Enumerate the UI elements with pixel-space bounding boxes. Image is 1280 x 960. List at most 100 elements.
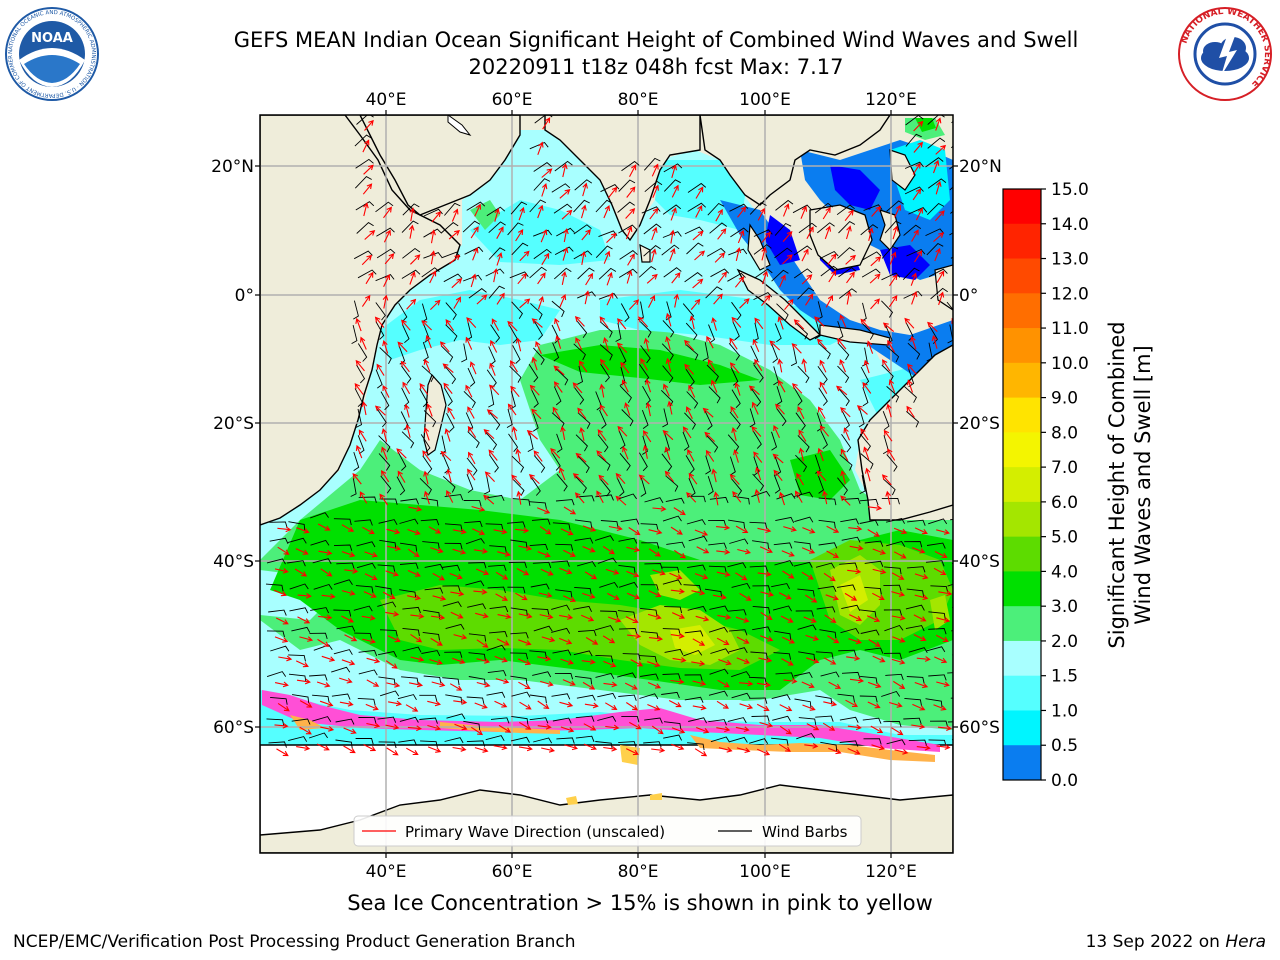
wind-barb [533, 229, 553, 237]
wind-barb [709, 496, 729, 504]
wave-arrow [822, 490, 828, 505]
wind-barb [530, 583, 550, 590]
wind-barb [928, 674, 947, 681]
wind-barb [551, 604, 571, 611]
wave-arrow [453, 296, 461, 309]
wind-barb [509, 271, 529, 279]
wind-barb [795, 454, 808, 473]
wind-barb [486, 644, 506, 651]
wind-barb [288, 654, 306, 662]
wave-arrow [957, 229, 962, 242]
wave-arrow [713, 293, 723, 305]
lon-tick-bottom: 40°E [366, 862, 407, 882]
wind-barb [466, 201, 486, 211]
wave-arrow [427, 724, 442, 731]
wave-arrow [450, 590, 465, 597]
wave-arrow [688, 384, 696, 398]
wave-arrow [826, 525, 840, 533]
colorbar-swatch [1003, 501, 1041, 538]
wind-barb [820, 265, 839, 277]
wave-arrow [733, 449, 739, 463]
wind-barb [443, 387, 453, 407]
wave-arrow [473, 589, 488, 595]
wave-arrow [382, 340, 389, 354]
wave-arrow [845, 254, 856, 265]
wind-barb [663, 734, 683, 741]
wave-arrow [274, 568, 289, 574]
colorbar-swatch [1003, 362, 1041, 399]
wind-barb [731, 389, 741, 409]
wave-arrow [914, 573, 929, 580]
wave-arrow [602, 635, 616, 644]
wind-barb [440, 222, 459, 234]
wave-arrow [883, 429, 893, 442]
wind-barb [859, 498, 879, 506]
wave-arrow [483, 494, 495, 505]
wave-arrow [474, 203, 482, 217]
wave-arrow [580, 250, 587, 265]
wave-arrow [383, 206, 392, 219]
wave-arrow [472, 247, 479, 261]
wave-arrow [341, 551, 356, 558]
wave-arrow [755, 466, 762, 481]
wind-barb [512, 478, 525, 496]
wind-barb [446, 412, 455, 432]
wind-barb [752, 540, 770, 550]
wave-arrow [936, 617, 951, 623]
wave-arrow [553, 365, 565, 376]
wind-barb [793, 268, 813, 279]
wind-barb [466, 457, 478, 476]
wind-barb [616, 477, 625, 497]
wave-arrow [685, 406, 693, 420]
wind-barb [597, 715, 617, 722]
wave-arrow [856, 405, 868, 415]
wind-barb [531, 477, 541, 496]
wind-barb [444, 523, 463, 531]
wave-arrow [550, 447, 561, 459]
wave-arrow [561, 271, 567, 286]
wind-barb [818, 342, 831, 360]
wave-arrow [439, 341, 450, 353]
wind-barb [423, 675, 442, 684]
wind-barb [531, 518, 551, 525]
wave-arrow [869, 273, 881, 284]
wave-arrow [318, 614, 333, 621]
wind-barb [754, 268, 773, 279]
wave-arrow [430, 250, 436, 265]
wave-arrow [737, 548, 752, 555]
wave-arrow [891, 727, 904, 736]
wind-barb [379, 690, 400, 697]
wind-barb [928, 628, 947, 635]
wind-barb [661, 691, 680, 699]
wind-barb [906, 676, 925, 684]
wave-arrow [383, 273, 391, 287]
wind-barb [377, 716, 397, 723]
lon-tick-bottom: 100°E [739, 862, 791, 882]
wind-barb [488, 346, 496, 366]
wind-barb [553, 203, 573, 214]
wave-arrow [494, 208, 500, 222]
wind-barb [774, 560, 794, 567]
wind-barb [798, 222, 817, 234]
wave-arrow [277, 526, 292, 533]
wave-arrow [296, 745, 311, 751]
wave-arrow [577, 407, 587, 420]
wave-arrow [584, 571, 598, 580]
wave-arrow [467, 425, 477, 438]
wind-barb [402, 627, 420, 636]
wind-barb [594, 625, 614, 632]
wind-barb [551, 627, 571, 634]
wave-arrow [537, 723, 552, 730]
wave-arrow [430, 299, 441, 310]
wind-barb [704, 588, 723, 598]
wind-barb [618, 179, 636, 192]
wind-barb [926, 646, 946, 653]
wave-arrow [317, 523, 331, 531]
wave-arrow [541, 183, 548, 197]
lon-tick-top: 80°E [618, 90, 659, 110]
wave-arrow [692, 638, 706, 646]
wave-arrow [598, 474, 609, 486]
wave-arrow [849, 614, 863, 622]
wave-arrow [365, 271, 374, 285]
